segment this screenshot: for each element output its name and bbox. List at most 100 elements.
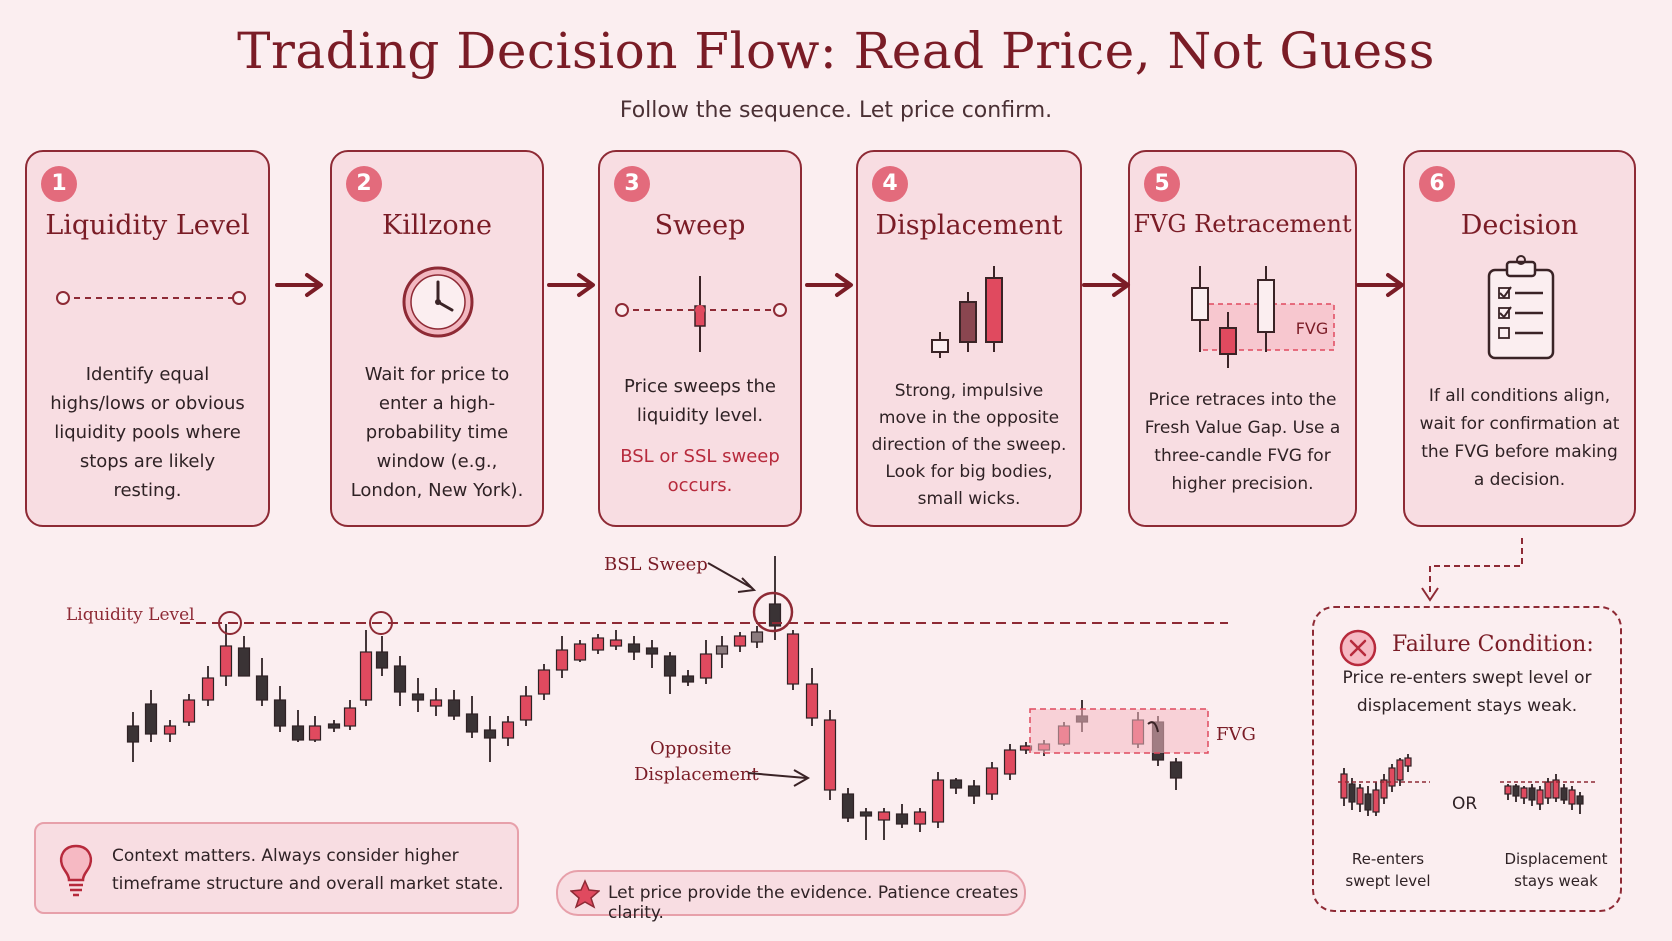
candle (393, 656, 407, 706)
candle (733, 632, 747, 652)
candle (949, 778, 963, 794)
candle (327, 720, 341, 732)
candle (985, 762, 999, 800)
candle (768, 556, 782, 640)
arrow-right-icon (275, 273, 323, 297)
candle (645, 640, 659, 668)
candle (931, 772, 945, 828)
candle (273, 686, 287, 732)
candle (1512, 784, 1520, 802)
candle (429, 688, 443, 716)
candle (841, 788, 855, 822)
candle (375, 636, 389, 676)
candle (699, 640, 713, 684)
candle (1576, 792, 1584, 814)
arrow-right-icon (1082, 273, 1130, 297)
displacement-label-line1: Opposite (650, 738, 732, 759)
equal-high-marker (218, 611, 242, 635)
candle (1388, 764, 1396, 792)
candle (1404, 754, 1412, 772)
step-card-decision: 6 Decision If all conditions align, wait… (1403, 150, 1636, 527)
candle (1364, 786, 1372, 816)
step-title: Liquidity Level (45, 210, 250, 241)
failure-case-caption: Displacement stays weak (1504, 850, 1608, 890)
sweep-pointer-arrow (707, 562, 753, 589)
patience-note: Let price provide the evidence. Patience… (556, 870, 1026, 923)
bsl-sweep-label: BSL Sweep (604, 554, 708, 575)
step-description: Price sweeps the liquidity level. (624, 376, 776, 426)
step-number: 4 (872, 166, 908, 202)
step-title: Displacement (875, 210, 1063, 241)
candle (519, 686, 533, 726)
candle (359, 630, 373, 706)
step-number: 1 (41, 166, 77, 202)
candle (555, 636, 569, 678)
candle (1544, 778, 1552, 804)
candle (219, 624, 233, 686)
fvg-icon-label: FVG (1296, 319, 1329, 338)
candle (1520, 786, 1528, 804)
step-highlight: BSL or SSL sweep occurs. (620, 446, 780, 496)
candle (343, 700, 357, 730)
step-description: Strong, impulsive move in the opposite d… (871, 381, 1067, 509)
candle (1356, 784, 1364, 812)
page-subtitle: Follow the sequence. Let price confirm. (619, 98, 1053, 123)
candle (483, 716, 497, 762)
arrow-right-icon (1356, 273, 1404, 297)
candle-group (126, 556, 1183, 840)
failure-title: Failure Condition: (1392, 632, 1594, 657)
candle (126, 712, 140, 762)
displacement-pointer-arrow (747, 772, 807, 779)
candle (308, 716, 322, 742)
candle (573, 640, 587, 662)
candle (465, 696, 479, 738)
failure-connector (1429, 538, 1523, 596)
step-card-displacement: 4 Displacement Strong, impulsive move in… (856, 150, 1082, 527)
candle (501, 716, 515, 746)
candle (591, 634, 605, 654)
step-card-sweep: 3 Sweep Price sweeps the liquidity level… (598, 150, 802, 527)
displacement-label-line2: Displacement (634, 764, 759, 785)
candle (859, 808, 873, 840)
candle (663, 652, 677, 694)
candle (823, 710, 837, 800)
weak-displacement-candles (1500, 774, 1596, 814)
candle (1348, 778, 1356, 810)
sweep-icon (615, 276, 787, 352)
candle (1568, 786, 1576, 810)
candle (1340, 768, 1348, 806)
step-number: 6 (1419, 166, 1455, 202)
failure-description: Price re-enters swept level or displacem… (1342, 668, 1592, 716)
clock-icon (402, 266, 474, 338)
candle (1552, 774, 1560, 802)
fvg-icon: FVG (1191, 266, 1335, 368)
candle (201, 666, 215, 706)
lightbulb-icon (59, 844, 93, 897)
sweep-marker (752, 591, 794, 633)
step-title: Sweep (654, 210, 746, 241)
step-description: If all conditions align, wait for confir… (1419, 386, 1620, 490)
candle (1396, 758, 1404, 786)
candle (877, 808, 891, 840)
candle (237, 636, 251, 677)
star-icon (570, 879, 600, 909)
candle (1169, 758, 1183, 790)
liquidity-line-icon (56, 291, 246, 305)
candle (182, 694, 196, 726)
candle (681, 670, 695, 686)
step-number: 2 (346, 166, 382, 202)
candle (255, 658, 269, 706)
candle (144, 690, 158, 742)
candle (786, 630, 800, 690)
or-label: OR (1452, 794, 1478, 814)
candle (609, 630, 623, 650)
candle (967, 780, 981, 804)
failure-condition-box: Failure Condition: Price re-enters swept… (1312, 606, 1622, 912)
failure-case-caption: Re-enters swept level (1345, 850, 1431, 890)
liquidity-level-label: Liquidity Level (66, 605, 195, 625)
candlestick-icon (931, 266, 1003, 358)
step-card-liquidity-level: 1 Liquidity Level Identify equal highs/l… (25, 150, 270, 527)
step-description: Identify equal highs/lows or obvious liq… (50, 364, 245, 501)
context-note-text: Context matters. Always consider higher … (112, 846, 504, 894)
context-note: Context matters. Always consider higher … (34, 822, 519, 914)
